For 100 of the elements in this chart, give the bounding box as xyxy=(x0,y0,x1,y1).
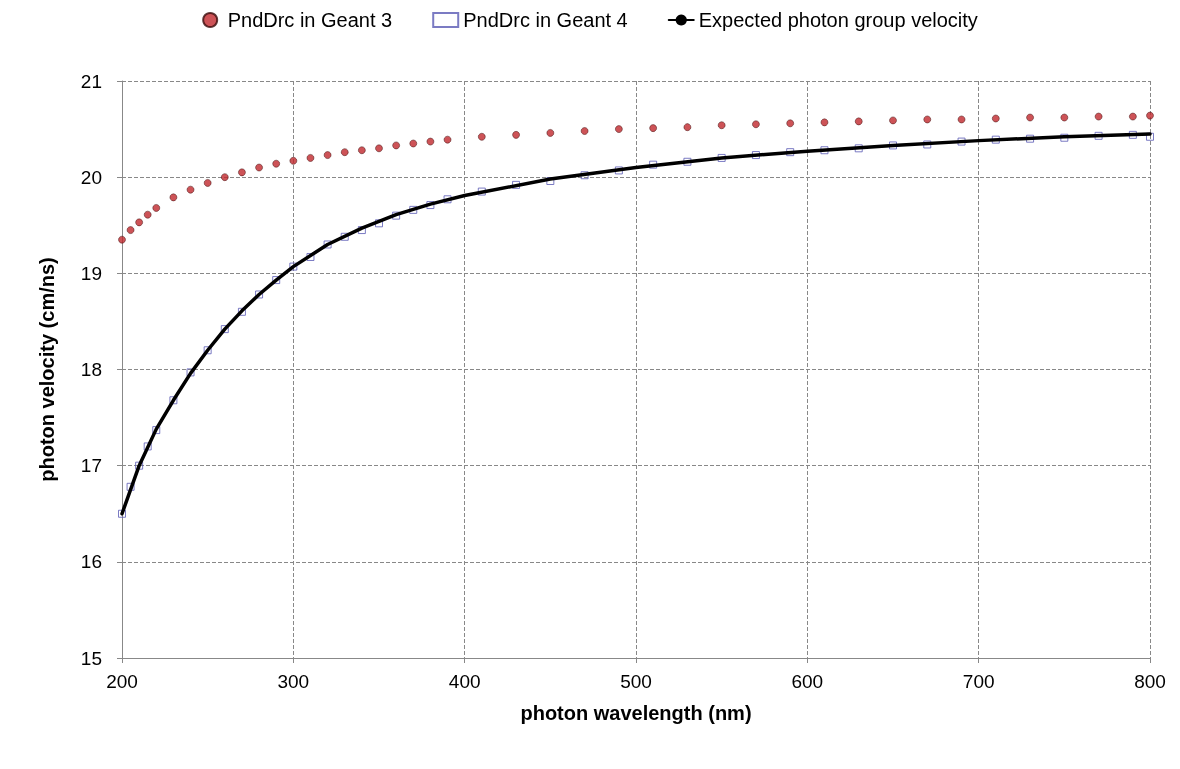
point xyxy=(752,120,760,129)
point xyxy=(683,157,692,166)
point xyxy=(340,148,349,156)
point xyxy=(1026,134,1035,143)
point xyxy=(854,117,863,126)
point xyxy=(615,125,623,133)
point xyxy=(854,144,863,153)
point xyxy=(152,204,161,212)
point xyxy=(409,205,418,214)
point xyxy=(649,124,657,132)
point xyxy=(118,509,126,518)
y-tick-label: 17 xyxy=(80,455,102,477)
point xyxy=(820,118,829,127)
point xyxy=(1146,111,1154,120)
point xyxy=(786,148,795,157)
point xyxy=(683,123,692,131)
point xyxy=(546,177,555,186)
line-series xyxy=(120,132,1152,516)
point xyxy=(358,146,366,155)
point xyxy=(409,139,418,148)
point xyxy=(375,219,383,228)
point xyxy=(143,210,152,219)
point xyxy=(203,346,212,355)
point xyxy=(126,482,135,491)
point xyxy=(238,168,246,177)
point xyxy=(143,442,152,451)
point xyxy=(477,187,486,196)
point xyxy=(255,163,263,172)
point xyxy=(923,140,932,149)
point xyxy=(1129,112,1137,121)
point xyxy=(443,135,452,144)
point xyxy=(580,171,589,180)
point xyxy=(118,235,126,244)
x-tick-label: 700 xyxy=(962,671,995,692)
point xyxy=(614,166,623,175)
point xyxy=(426,201,435,210)
point xyxy=(306,252,315,261)
point xyxy=(991,135,1000,144)
y-axis-title: photon velocity (cm/ns) xyxy=(36,257,58,482)
point xyxy=(255,290,264,299)
point xyxy=(237,307,246,316)
point xyxy=(889,116,897,125)
point xyxy=(580,127,589,135)
point xyxy=(169,193,178,202)
point xyxy=(392,141,400,150)
legend-label: PndDrc in Geant 3 xyxy=(227,9,393,31)
point xyxy=(546,129,555,137)
y-tick-label: 18 xyxy=(80,359,102,380)
point xyxy=(426,137,435,146)
y-tick-label: 21 xyxy=(80,70,102,92)
point xyxy=(1094,112,1103,121)
x-tick-label: 600 xyxy=(791,671,824,692)
point xyxy=(1094,131,1103,140)
y-tick-label: 20 xyxy=(80,166,102,188)
point xyxy=(203,179,212,187)
x-tick-label: 400 xyxy=(448,671,481,692)
point xyxy=(443,195,452,204)
point xyxy=(220,325,229,334)
point xyxy=(751,151,760,160)
point xyxy=(323,240,332,249)
point xyxy=(512,180,521,189)
point xyxy=(512,131,520,139)
point xyxy=(649,160,658,169)
legend-label: Expected photon group velocity xyxy=(698,9,978,31)
x-tick-label: 800 xyxy=(1134,671,1166,692)
point xyxy=(923,115,932,124)
x-axis-title: photon wavelength (nm) xyxy=(520,702,752,724)
point xyxy=(126,226,135,234)
point xyxy=(221,173,229,181)
point xyxy=(186,185,195,194)
point xyxy=(717,153,726,162)
point xyxy=(272,276,281,285)
point xyxy=(169,396,178,405)
point xyxy=(1026,113,1034,122)
y-tick-label: 16 xyxy=(80,551,102,573)
point xyxy=(289,157,298,165)
point xyxy=(272,159,280,168)
point xyxy=(1060,113,1069,122)
point xyxy=(1128,130,1137,139)
point xyxy=(135,218,143,227)
x-tick-label: 500 xyxy=(620,671,652,692)
point xyxy=(957,137,966,146)
point xyxy=(357,226,366,235)
point xyxy=(152,426,161,435)
point xyxy=(392,211,401,220)
point xyxy=(323,151,332,159)
point xyxy=(135,461,144,470)
point xyxy=(957,115,966,124)
point xyxy=(820,146,829,155)
point xyxy=(186,368,195,377)
point xyxy=(992,114,1000,123)
legend-label: PndDrc in Geant 4 xyxy=(463,9,628,31)
point xyxy=(289,262,298,271)
y-tick-label: 19 xyxy=(80,262,102,284)
y-tick-label: 15 xyxy=(80,647,102,669)
point xyxy=(717,121,726,130)
point xyxy=(478,132,486,141)
point xyxy=(786,119,794,128)
x-tick-label: 200 xyxy=(106,671,138,692)
point xyxy=(340,232,349,241)
